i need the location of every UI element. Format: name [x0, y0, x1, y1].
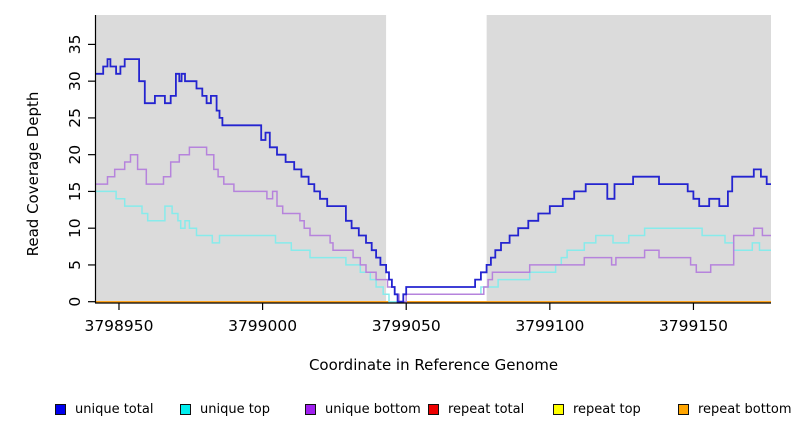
x-axis-title: Coordinate in Reference Genome	[308, 356, 559, 374]
y-tick-label: 10	[66, 218, 84, 238]
series-unique-total	[96, 58, 771, 303]
x-tick-label: 3799000	[228, 317, 297, 335]
legend-entry-repeat-bottom: repeat bottom	[678, 401, 792, 417]
plot-background	[486, 15, 771, 303]
legend-entry-unique-total: unique total	[55, 401, 153, 417]
series-unique-bottom	[96, 146, 771, 303]
unique-total-swatch-icon	[55, 403, 66, 415]
legend-label: unique bottom	[325, 401, 421, 417]
y-axis-title: Read Coverage Depth	[24, 91, 42, 257]
legend-label: unique total	[75, 401, 154, 417]
y-tick-label: 0	[66, 297, 84, 307]
x-tick-label: 3799100	[515, 317, 584, 335]
legend-entry-repeat-top: repeat top	[553, 401, 641, 417]
y-tick-label: 35	[66, 35, 84, 55]
unique-top-swatch-icon	[180, 403, 191, 415]
repeat-bottom-swatch-icon	[678, 403, 689, 415]
legend-label: repeat top	[573, 401, 641, 417]
legend-entry-unique-bottom: unique bottom	[305, 401, 421, 417]
legend-entry-repeat-total: repeat total	[428, 401, 524, 417]
repeat-top-swatch-icon	[553, 403, 564, 415]
x-tick-label: 3799150	[659, 317, 728, 335]
unique-bottom-swatch-icon	[305, 403, 316, 415]
plot-background	[96, 15, 387, 303]
x-tick-label: 3799050	[372, 317, 441, 335]
repeat-total-swatch-icon	[428, 403, 439, 415]
legend-entry-unique-top: unique top	[180, 401, 270, 417]
y-tick-label: 20	[66, 145, 84, 165]
y-tick-label: 30	[66, 71, 84, 91]
legend-label: repeat total	[448, 401, 525, 417]
y-tick-label: 15	[66, 182, 84, 202]
x-tick-label: 3798950	[84, 317, 153, 335]
y-tick-label: 5	[66, 260, 84, 270]
series-unique-top	[96, 190, 771, 303]
legend-label: repeat bottom	[698, 401, 792, 417]
y-tick-label: 25	[66, 108, 84, 128]
legend: unique total unique top unique bottom re…	[0, 401, 792, 421]
legend-label: unique top	[200, 401, 271, 417]
